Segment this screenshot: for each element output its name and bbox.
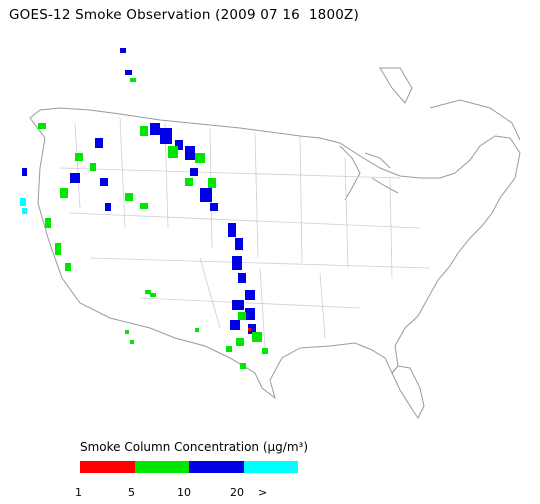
legend-tick-5: 5 [128, 486, 135, 499]
canada-coast [379, 67, 521, 141]
smoke-red [248, 328, 251, 331]
legend-segment-10-20 [189, 461, 244, 473]
legend-title: Smoke Column Concentration (μg/m³) [80, 440, 308, 454]
legend-tick-20: 20 [230, 486, 244, 499]
legend-tick-10: 10 [177, 486, 191, 499]
legend-segment-20-plus [243, 461, 298, 473]
us-outline [29, 107, 521, 400]
smoke-plumes [20, 48, 268, 369]
smoke-cluster-plains [228, 223, 255, 300]
country-outline [29, 67, 521, 419]
legend-tick-more: > [258, 486, 268, 499]
map-title: GOES-12 Smoke Observation (2009 07 16 18… [9, 7, 359, 23]
smoke-cluster-texas-green [226, 312, 268, 369]
great-lakes [339, 145, 399, 201]
florida-outline [391, 365, 425, 419]
smoke-cluster-north [22, 48, 218, 211]
smoke-map [20, 48, 521, 419]
smoke-scattered-southwest [125, 290, 199, 344]
legend-segment-1-5 [80, 461, 135, 473]
state-boundaries [59, 117, 431, 349]
smoke-cyan [20, 198, 27, 214]
legend-tick-1: 1 [75, 486, 82, 499]
smoke-cluster-texas [230, 300, 256, 334]
legend-segment-5-10 [134, 461, 189, 473]
legend-color-bar [80, 461, 298, 473]
smoke-cluster-north-green [38, 78, 216, 271]
